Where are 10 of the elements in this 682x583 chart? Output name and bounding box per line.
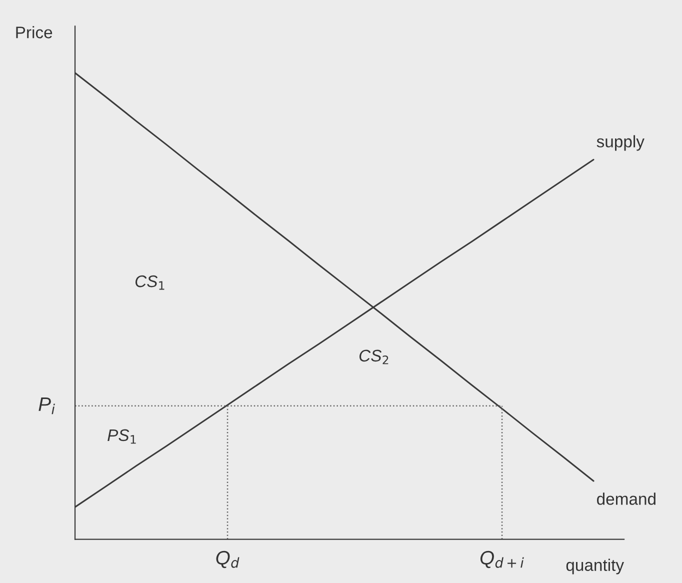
x-tick-label: Q$_{d}$ [216,550,240,568]
annotation: CS$_{1}$ [135,275,164,290]
y-axis-title: Price [16,26,52,38]
series-label: supply [596,135,644,151]
series-label: P$_{i}$ [38,397,55,414]
x-axis-title: quantity [566,558,624,574]
annotation: PS$_{1}$ [108,429,136,444]
series-label: demand [597,492,656,505]
x-tick-label: Q$_{d+i}$ [480,550,524,568]
annotation: CS$_{2}$ [359,350,388,364]
